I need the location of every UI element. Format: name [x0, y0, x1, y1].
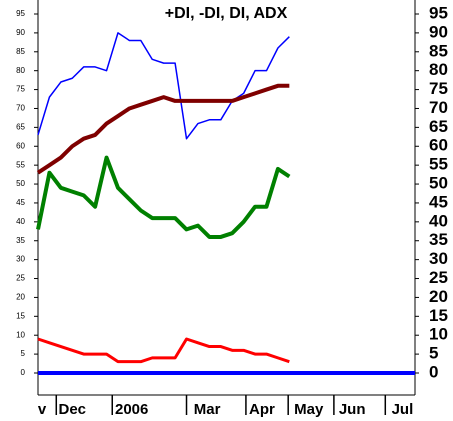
- x-tick-label: Mar: [194, 401, 221, 418]
- y-tick-label-right: 25: [429, 268, 448, 287]
- y-tick-label-right: 85: [429, 41, 448, 60]
- y-tick-label-right: 95: [429, 3, 448, 22]
- y-tick-label-right: 10: [429, 325, 448, 344]
- series-line: [37, 337, 290, 364]
- y-tick-label-right: 15: [429, 306, 448, 325]
- y-tick-label: 25: [16, 274, 25, 283]
- y-tick-label: 55: [16, 160, 25, 169]
- series-line: [36, 83, 290, 175]
- y-tick-label: 35: [16, 236, 25, 245]
- y-tick-label: 30: [16, 255, 25, 264]
- y-tick-label-right: 0: [429, 362, 438, 381]
- y-tick-label-right: 5: [429, 344, 438, 363]
- y-tick-label-right: 35: [429, 230, 448, 249]
- y-tick-label: 40: [16, 217, 25, 226]
- y-tick-label-right: 70: [429, 98, 448, 117]
- y-tick-label-right: 55: [429, 155, 448, 174]
- y-tick-label: 95: [16, 9, 25, 18]
- x-tick-label: Jul: [392, 401, 414, 418]
- y-tick-label: 20: [16, 293, 25, 302]
- y-tick-label: 15: [16, 311, 25, 320]
- series-line: [36, 155, 291, 239]
- y-tick-label-right: 50: [429, 174, 448, 193]
- y-tick-label-right: 30: [429, 249, 448, 268]
- y-tick-label-right: 45: [429, 192, 448, 211]
- x-tick-label: Dec: [59, 401, 87, 418]
- y-tick-label: 60: [16, 141, 25, 150]
- y-tick-label: 80: [16, 66, 25, 75]
- y-tick-label-right: 65: [429, 117, 448, 136]
- x-tick-label: 2006: [115, 401, 148, 418]
- series-line: [37, 32, 290, 140]
- y-tick-label-right: 60: [429, 136, 448, 155]
- y-tick-label: 65: [16, 122, 25, 131]
- y-tick-label-right: 40: [429, 211, 448, 230]
- x-tick-label: Apr: [249, 401, 275, 418]
- y-tick-label: 45: [16, 198, 25, 207]
- y-tick-label: 70: [16, 104, 25, 113]
- x-tick-label: v: [38, 401, 47, 418]
- y-tick-label-right: 75: [429, 79, 448, 98]
- y-tick-label: 90: [16, 28, 25, 37]
- y-tick-label: 85: [16, 47, 25, 56]
- chart-title: +DI, -DI, DI, ADX: [165, 5, 288, 22]
- y-tick-label-right: 20: [429, 287, 448, 306]
- y-tick-label-right: 90: [429, 22, 448, 41]
- y-tick-label: 0: [21, 368, 26, 377]
- y-tick-label: 75: [16, 85, 25, 94]
- y-tick-label: 50: [16, 179, 25, 188]
- x-tick-label: May: [294, 401, 324, 418]
- x-tick-label: Jun: [339, 401, 366, 418]
- y-tick-label: 10: [16, 330, 25, 339]
- y-tick-label-right: 80: [429, 60, 448, 79]
- y-tick-label: 5: [21, 349, 26, 358]
